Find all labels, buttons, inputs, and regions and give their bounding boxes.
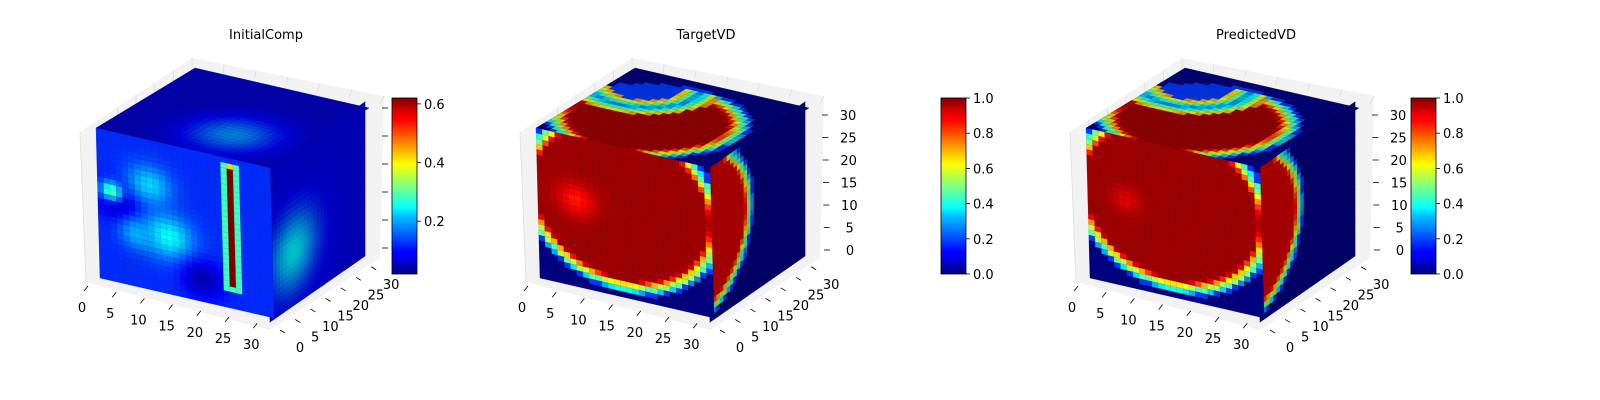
y-tick-mark bbox=[810, 266, 817, 271]
y-tick-label: 20 bbox=[792, 299, 809, 314]
y-tick-mark bbox=[325, 298, 331, 302]
x-tick-mark bbox=[168, 304, 173, 310]
z-tick-label: 15 bbox=[841, 177, 858, 192]
y-tick-label: 30 bbox=[823, 278, 840, 293]
y-tick-label: 5 bbox=[311, 330, 319, 345]
y-tick-mark bbox=[734, 319, 741, 323]
z-tick-label: 10 bbox=[841, 199, 858, 214]
x-tick-label: 15 bbox=[158, 320, 175, 335]
colorbar-tick-label: 0.0 bbox=[973, 268, 994, 283]
x-tick-label: 30 bbox=[683, 338, 700, 353]
pane-gridline bbox=[348, 89, 353, 98]
x-tick-label: 20 bbox=[187, 326, 204, 341]
y-tick-label: 0 bbox=[296, 341, 304, 356]
x-tick-label: 20 bbox=[627, 326, 644, 341]
y-tick-mark bbox=[750, 308, 756, 313]
z-tick-label: 25 bbox=[840, 132, 857, 147]
colorbar-tick-label: 0.8 bbox=[973, 127, 994, 142]
z-tick-label: 20 bbox=[840, 154, 857, 169]
x-tick-mark bbox=[636, 310, 642, 317]
x-tick-mark bbox=[551, 291, 557, 298]
x-tick-mark bbox=[140, 298, 145, 304]
x-tick-mark bbox=[580, 298, 585, 304]
x-tick-label: 0 bbox=[78, 301, 86, 316]
colorbar bbox=[391, 97, 418, 275]
y-tick-label: 20 bbox=[352, 299, 369, 314]
y-tick-label: 10 bbox=[762, 320, 779, 335]
y-tick-mark bbox=[780, 287, 786, 292]
x-tick-label: 15 bbox=[598, 320, 615, 335]
x-tick-mark bbox=[523, 285, 529, 292]
y-tick-mark bbox=[279, 329, 286, 334]
y-tick-label: 10 bbox=[322, 320, 339, 335]
x-tick-label: 25 bbox=[655, 332, 672, 347]
colorbar-tick-label: 0.4 bbox=[424, 157, 445, 172]
y-tick-mark bbox=[294, 319, 301, 323]
y-tick-mark bbox=[765, 298, 771, 302]
y-tick-mark bbox=[370, 266, 377, 271]
chart-title: InitialComp bbox=[229, 28, 303, 43]
z-tick-label: 0 bbox=[846, 244, 854, 259]
y-tick-label: 25 bbox=[368, 288, 385, 303]
y-tick-mark bbox=[719, 329, 726, 334]
colorbar-tick-label: 0.6 bbox=[424, 98, 445, 113]
y-tick-mark bbox=[340, 287, 346, 292]
x-tick-label: 10 bbox=[570, 313, 587, 328]
y-tick-label: 15 bbox=[337, 309, 354, 324]
z-tick-label: 5 bbox=[846, 222, 854, 237]
y-tick-label: 25 bbox=[808, 288, 825, 303]
x-tick-mark bbox=[196, 310, 202, 317]
x-tick-label: 25 bbox=[215, 332, 232, 347]
x-tick-label: 0 bbox=[518, 301, 526, 316]
x-tick-label: 10 bbox=[130, 313, 147, 328]
y-tick-mark bbox=[355, 276, 362, 281]
x-tick-label: 5 bbox=[546, 307, 554, 322]
x-tick-label: 30 bbox=[243, 338, 260, 353]
colorbar-tick-label: 0.6 bbox=[973, 162, 994, 177]
z-tick-label: 30 bbox=[840, 109, 857, 124]
x-tick-mark bbox=[83, 285, 89, 292]
pane-gridline bbox=[254, 70, 257, 79]
pane-gridline bbox=[285, 76, 289, 86]
y-tick-mark bbox=[310, 308, 316, 313]
colorbar-tick-label: 0.2 bbox=[424, 215, 445, 230]
chart-title: TargetVD bbox=[675, 28, 735, 43]
colorbar-tick-label: 0.2 bbox=[973, 233, 994, 248]
y-tick-label: 0 bbox=[736, 341, 744, 356]
pane-gridline bbox=[316, 83, 321, 92]
colorbar bbox=[940, 97, 967, 275]
y-tick-label: 5 bbox=[751, 330, 759, 345]
colorbar-tick-label: 0.4 bbox=[973, 198, 994, 213]
pane-gridline bbox=[379, 95, 385, 105]
y-tick-mark bbox=[795, 276, 802, 281]
colorbar-tick-label: 1.0 bbox=[973, 92, 994, 107]
x-tick-mark bbox=[608, 304, 613, 310]
pane-gridline bbox=[222, 64, 225, 73]
x-tick-mark bbox=[111, 291, 117, 298]
y-tick-label: 15 bbox=[777, 309, 794, 324]
pane-gridline bbox=[79, 131, 87, 283]
y-tick-label: 30 bbox=[383, 278, 400, 293]
cube-top-face bbox=[95, 67, 370, 169]
x-tick-label: 5 bbox=[106, 307, 114, 322]
